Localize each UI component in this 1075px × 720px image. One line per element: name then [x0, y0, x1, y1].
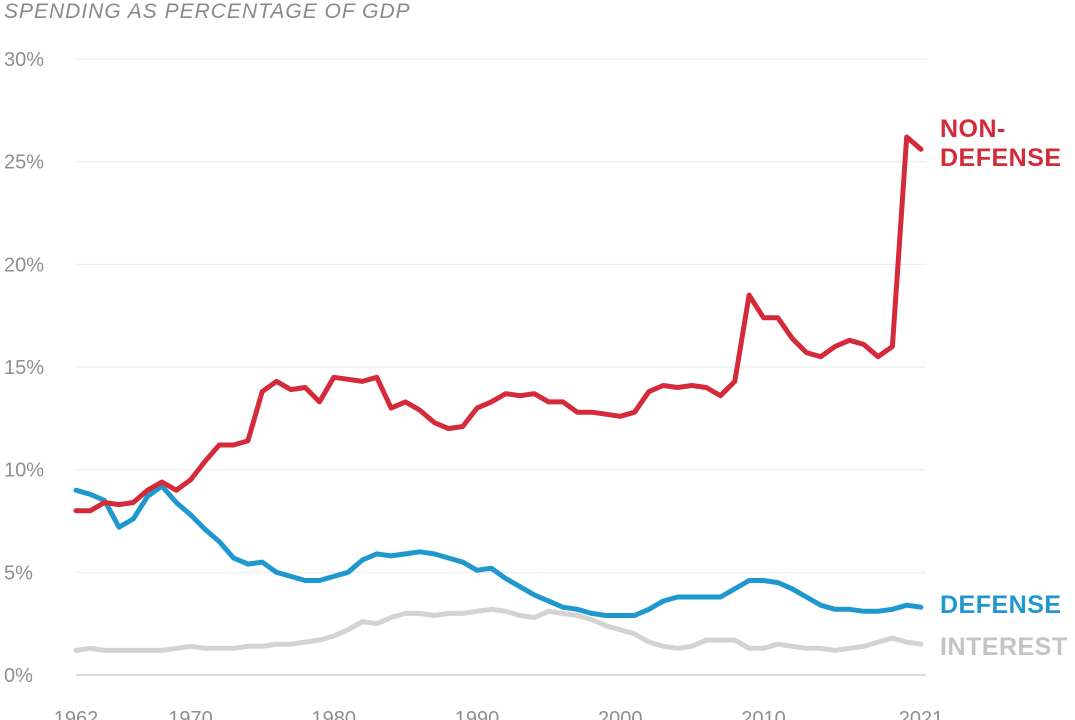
- x-tick-label: 1970: [168, 708, 213, 720]
- series-label: DEFENSE: [940, 144, 1062, 172]
- x-tick-label: 1980: [312, 708, 357, 720]
- series-line-nondefense: [73, 134, 924, 514]
- series-label: INTEREST: [940, 633, 1068, 661]
- x-tick-label: 2010: [741, 708, 786, 720]
- y-tick-label: 25%: [4, 152, 44, 174]
- y-tick-label: 30%: [4, 49, 44, 71]
- y-tick-label: 20%: [4, 254, 44, 276]
- y-tick-label: 5%: [4, 562, 33, 584]
- y-tick-label: 0%: [4, 665, 33, 687]
- y-tick-label: 15%: [4, 357, 44, 379]
- series-label: DEFENSE: [940, 591, 1062, 619]
- x-tick-label: 2021: [899, 708, 944, 720]
- x-tick-label: 2000: [598, 708, 643, 720]
- series-line-defense: [73, 483, 924, 618]
- series-label: NON-: [940, 115, 1006, 143]
- x-tick-label: 1962: [54, 708, 99, 720]
- x-tick-label: 1990: [455, 708, 500, 720]
- y-tick-label: 10%: [4, 460, 44, 482]
- series-line-interest: [73, 606, 924, 653]
- chart-subtitle: SPENDING AS PERCENTAGE OF GDP: [4, 0, 411, 23]
